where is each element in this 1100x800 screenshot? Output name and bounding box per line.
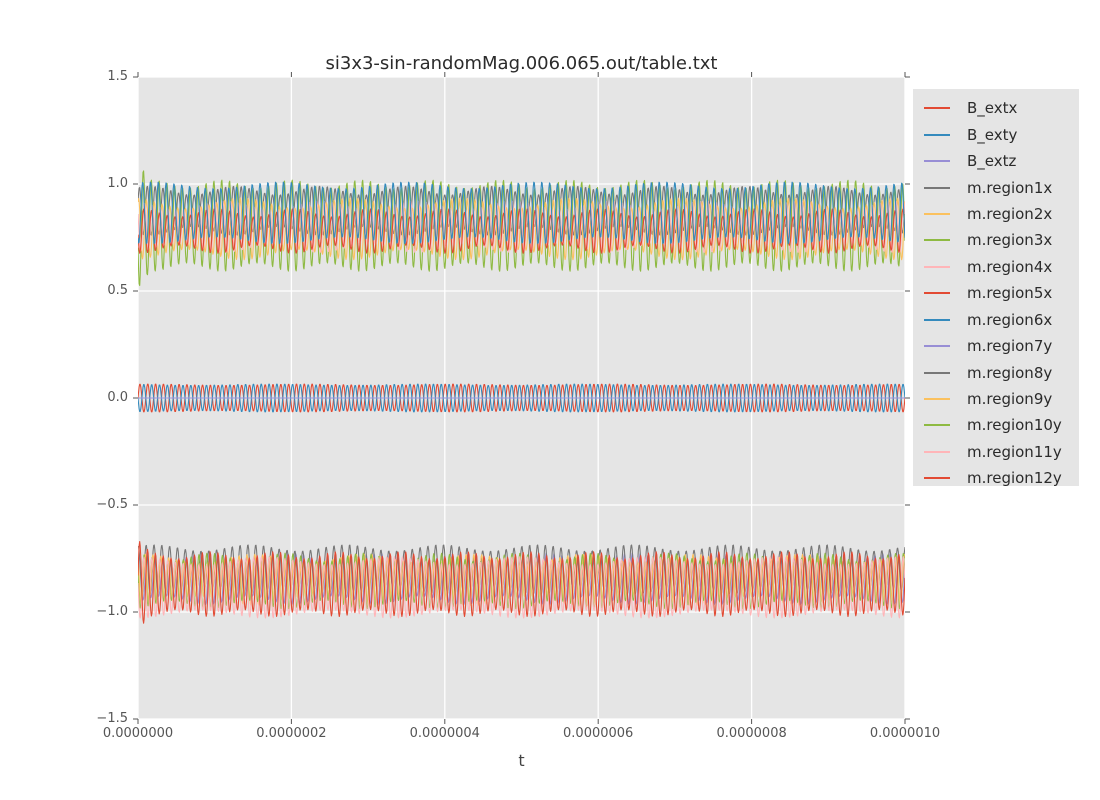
legend-item-m.region12y: m.region12y — [913, 465, 1079, 491]
legend-line-sample — [924, 318, 950, 321]
legend-line-sample — [924, 239, 950, 242]
legend-item-m.region7y: m.region7y — [913, 333, 1079, 359]
y-tick-label: 1.5 — [107, 69, 128, 84]
legend-label: B_extz — [967, 152, 1017, 171]
legend-item-m.region3x: m.region3x — [913, 227, 1079, 253]
legend-item-m.region4x: m.region4x — [913, 254, 1079, 280]
legend-label: m.region5x — [967, 284, 1053, 303]
legend-item-m.region8y: m.region8y — [913, 359, 1079, 385]
legend-line-sample — [924, 186, 950, 189]
y-tick-label: 1.0 — [107, 176, 128, 191]
legend-item-B_extz: B_extz — [913, 148, 1079, 174]
legend: B_extx B_exty B_extz m.region1x m.region2x m.… — [913, 89, 1079, 487]
x-tick-label: 0.0000010 — [869, 726, 941, 741]
legend-label: m.region2x — [967, 204, 1053, 223]
legend-item-m.region5x: m.region5x — [913, 280, 1079, 306]
legend-item-B_exty: B_exty — [913, 121, 1079, 147]
y-tick-label: −1.0 — [96, 604, 128, 619]
y-tick-label: 0.5 — [107, 283, 128, 298]
series-line-m.region1x — [138, 185, 905, 236]
y-tick-label: 0.0 — [107, 390, 128, 405]
legend-line-sample — [924, 424, 950, 427]
legend-label: m.region8y — [967, 363, 1053, 382]
x-axis-label: t — [518, 751, 525, 770]
legend-item-m.region10y: m.region10y — [913, 412, 1079, 438]
x-tick-label: 0.0000002 — [256, 726, 327, 741]
legend-label: m.region6x — [967, 310, 1053, 329]
legend-label: m.region10y — [967, 416, 1062, 435]
y-tick-label: −0.5 — [96, 497, 128, 512]
x-tick-label: 0.0000008 — [716, 726, 787, 741]
legend-item-m.region6x: m.region6x — [913, 307, 1079, 333]
legend-label: m.region12y — [967, 469, 1062, 488]
legend-label: m.region1x — [967, 178, 1053, 197]
legend-item-m.region11y: m.region11y — [913, 439, 1079, 465]
series-line-m.region12y — [138, 541, 905, 624]
legend-item-m.region9y: m.region9y — [913, 386, 1079, 412]
series-line-m.region6x — [138, 181, 905, 245]
x-tick-label: 0.0000006 — [563, 726, 634, 741]
x-tick-label: 0.0000004 — [409, 726, 480, 741]
legend-label: m.region4x — [967, 257, 1053, 276]
legend-label: m.region9y — [967, 390, 1053, 409]
legend-item-m.region2x: m.region2x — [913, 201, 1079, 227]
x-tick-label: 0.0000000 — [102, 726, 174, 741]
legend-line-sample — [924, 450, 950, 453]
legend-label: m.region7y — [967, 337, 1053, 356]
legend-line-sample — [924, 212, 950, 215]
legend-line-sample — [924, 265, 950, 268]
chart-title: si3x3-sin-randomMag.006.065.out/table.tx… — [325, 53, 718, 74]
legend-item-B_extx: B_extx — [913, 95, 1079, 121]
legend-line-sample — [924, 345, 950, 348]
legend-item-m.region1x: m.region1x — [913, 174, 1079, 200]
legend-label: B_exty — [967, 125, 1018, 144]
legend-label: B_extx — [967, 99, 1018, 118]
legend-line-sample — [924, 398, 950, 401]
legend-line-sample — [924, 371, 950, 374]
y-tick-label: −1.5 — [96, 711, 128, 726]
legend-line-sample — [924, 107, 950, 110]
legend-label: m.region11y — [967, 442, 1062, 461]
legend-line-sample — [924, 133, 950, 136]
legend-line-sample — [924, 160, 950, 163]
legend-label: m.region3x — [967, 231, 1053, 250]
legend-line-sample — [924, 292, 950, 295]
legend-line-sample — [924, 477, 950, 480]
